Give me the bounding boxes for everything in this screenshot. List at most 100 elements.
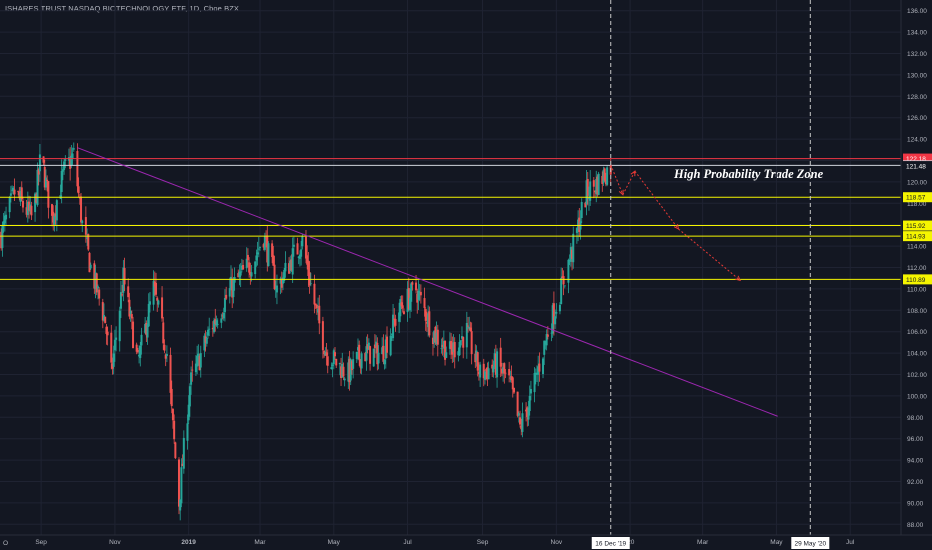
candle-body	[113, 339, 116, 351]
candle-body	[222, 312, 225, 319]
candle-body	[521, 413, 524, 432]
candle-body	[145, 323, 148, 336]
candle-body	[335, 358, 338, 366]
candle-body	[375, 341, 378, 347]
candle-body	[334, 352, 337, 357]
time-tick-label: May	[770, 539, 783, 546]
candle-body	[2, 221, 5, 226]
candle-body	[468, 326, 471, 329]
candle-body	[485, 369, 488, 371]
candle-body	[47, 181, 50, 208]
candle-body	[451, 347, 454, 355]
candle-body	[520, 425, 523, 430]
candle-body	[326, 356, 329, 366]
candle-body	[162, 322, 165, 344]
candle-body	[35, 194, 38, 203]
candle-body	[182, 437, 185, 469]
candle-body	[69, 158, 72, 169]
candle-body	[595, 179, 598, 194]
candle-body	[297, 256, 300, 259]
candle-body	[135, 344, 138, 352]
candle-body	[394, 318, 397, 326]
candle-body	[21, 200, 24, 208]
candle-body	[528, 395, 531, 412]
candle-body	[36, 169, 39, 206]
candle-body	[173, 420, 176, 440]
candle-body	[467, 325, 470, 327]
trade-zone-annotation[interactable]: High Probability Trade Zone	[674, 167, 824, 181]
candle-body	[237, 273, 240, 278]
candle-body	[304, 236, 307, 259]
price-tick-label: 98.00	[907, 415, 924, 422]
candle-body	[3, 215, 6, 224]
candle-body	[434, 326, 437, 343]
candle-body	[249, 271, 252, 275]
candle-body	[602, 169, 605, 183]
candle-body	[567, 259, 570, 283]
candle-body	[543, 340, 546, 355]
candle-body	[215, 320, 218, 326]
candle-body	[9, 193, 12, 196]
candle-body	[208, 328, 211, 330]
candle-body	[589, 181, 592, 201]
candle-body	[169, 354, 172, 393]
level-price-label: 115.92	[906, 223, 926, 230]
projection-layer	[610, 164, 742, 282]
candle-body	[527, 407, 530, 420]
candle-body	[321, 321, 324, 351]
level-price-label: 114.93	[906, 234, 926, 241]
date-marker-badge	[791, 537, 830, 549]
candle-body	[104, 316, 107, 324]
candle-body	[428, 311, 431, 336]
candle-body	[416, 293, 419, 303]
price-tick-label: 94.00	[907, 458, 924, 465]
price-tick-label: 136.00	[907, 8, 927, 15]
projection-segment	[634, 170, 679, 230]
projection-arrowhead	[618, 189, 624, 196]
candle-body	[578, 217, 581, 232]
candle-body	[95, 273, 98, 293]
projection-segment	[678, 228, 741, 281]
candle-body	[17, 191, 20, 193]
candle-body	[383, 359, 386, 365]
candle-body	[359, 359, 362, 368]
candle-body	[552, 303, 555, 324]
candle-body	[330, 367, 333, 370]
candle-body	[398, 312, 401, 322]
candle-body	[440, 348, 443, 350]
candle-body	[603, 168, 606, 181]
candle-body	[537, 366, 540, 375]
candle-body	[301, 236, 304, 247]
candle-body	[78, 197, 81, 199]
candle-body	[0, 231, 3, 249]
candle-body	[138, 354, 141, 357]
candle-body	[529, 389, 532, 394]
candle-body	[132, 321, 135, 349]
candle-body	[487, 368, 490, 380]
candle-body	[298, 254, 301, 259]
candle-body	[562, 276, 565, 285]
candle-body	[164, 354, 167, 359]
time-tick-label: Nov	[551, 539, 563, 546]
candle-body	[275, 285, 278, 293]
time-tick-label: '20	[626, 539, 635, 546]
candle-body	[228, 288, 231, 297]
candle-body	[459, 340, 462, 346]
time-tick-label: Sep	[477, 539, 489, 546]
time-axis: Sep Nov 2019 Mar May Jul Sep Nov '20 Mar May Jul O 16…	[0, 534, 932, 549]
candle-body	[119, 292, 122, 309]
time-tick-label: Nov	[109, 539, 121, 546]
candle-body	[54, 213, 57, 217]
price-tick-label: 114.00	[907, 244, 927, 251]
time-tick-label: Mar	[697, 539, 709, 546]
candle-body	[81, 220, 84, 224]
time-tick-label: Sep	[35, 539, 47, 546]
level-price-badge	[903, 231, 932, 242]
candle-body	[470, 331, 473, 355]
candle-body	[325, 352, 328, 356]
candle-body	[441, 344, 444, 348]
candle-body	[586, 178, 589, 196]
candle-body	[121, 294, 124, 296]
candle-body	[587, 198, 590, 200]
